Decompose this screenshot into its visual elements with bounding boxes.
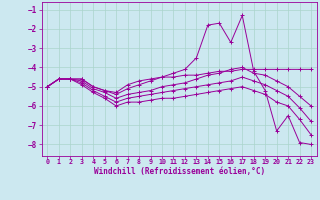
- X-axis label: Windchill (Refroidissement éolien,°C): Windchill (Refroidissement éolien,°C): [94, 167, 265, 176]
